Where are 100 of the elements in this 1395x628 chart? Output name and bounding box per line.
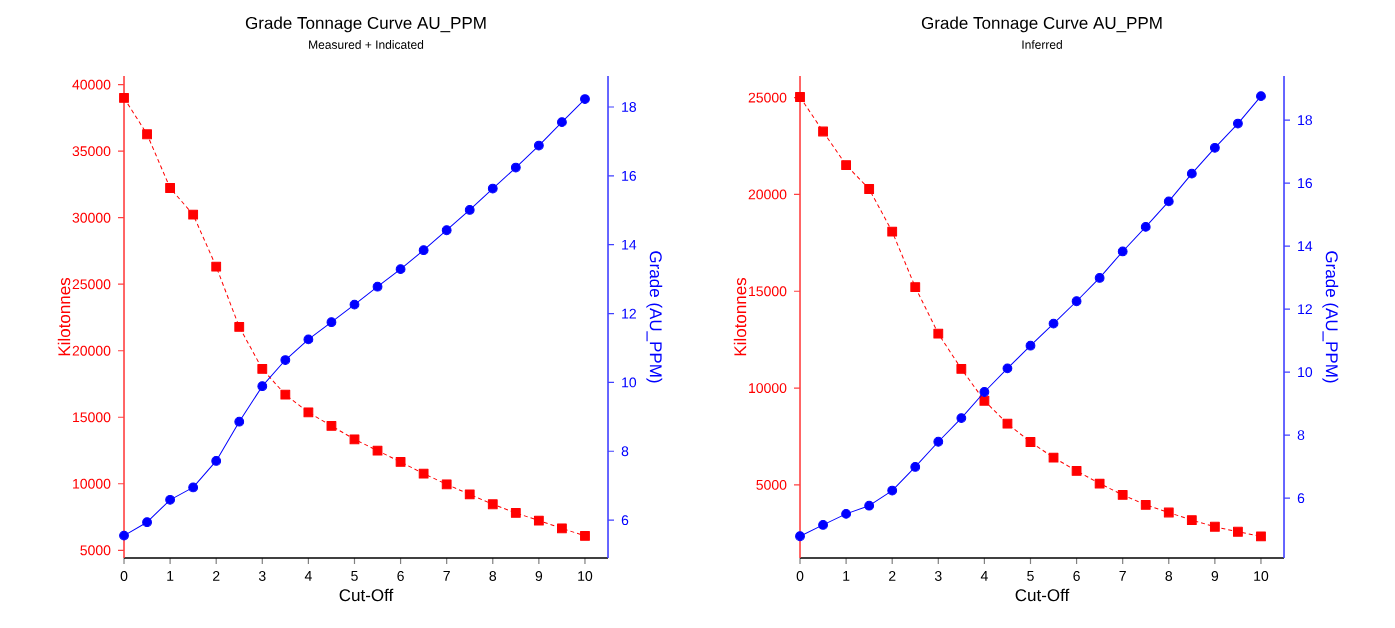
- point: [257, 364, 268, 374]
- point: [1209, 521, 1220, 532]
- point: [395, 264, 406, 275]
- y-axis-title: Kilotonnes: [733, 277, 747, 356]
- point: [510, 162, 521, 173]
- y-tick-label: 10000: [73, 478, 111, 489]
- point: [864, 500, 875, 511]
- point: [487, 183, 498, 194]
- y-tick-label: 15000: [73, 412, 111, 423]
- point: [795, 531, 805, 542]
- point: [165, 183, 175, 193]
- point: [303, 407, 314, 418]
- y2-tick-label: 8: [621, 446, 629, 457]
- y2-tick-label: 18: [1298, 115, 1313, 126]
- point: [211, 261, 222, 272]
- point: [119, 530, 129, 541]
- point: [1186, 168, 1197, 179]
- point: [188, 209, 199, 220]
- x-tick-label: 2: [889, 571, 896, 581]
- point: [1048, 318, 1059, 329]
- y-tick-label: 35000: [72, 146, 111, 157]
- point: [910, 282, 921, 292]
- point: [580, 531, 590, 541]
- point: [864, 184, 875, 194]
- x-tick-label: 10: [1254, 571, 1269, 581]
- point: [841, 508, 852, 519]
- y-tick-label: 5000: [80, 545, 111, 556]
- y2-tick-label: 12: [622, 308, 636, 319]
- y2-tick-label: 18: [622, 102, 637, 112]
- point: [887, 226, 898, 237]
- y-axis-title: Kilotonnes: [57, 277, 71, 356]
- point: [280, 389, 291, 400]
- chart-subtitle: Measured + Indicated: [309, 40, 424, 49]
- point: [349, 299, 360, 310]
- point: [1025, 340, 1036, 351]
- chart-title: Grade Tonnage Curve AU_PPM: [245, 16, 486, 33]
- point: [979, 395, 990, 406]
- point: [418, 468, 429, 479]
- point: [395, 457, 406, 467]
- x-tick-label: 3: [934, 571, 942, 581]
- y2-tick-label: 12: [1298, 304, 1312, 315]
- x-tick-label: 8: [489, 571, 497, 581]
- point: [1002, 418, 1013, 429]
- y2-tick-label: 6: [1297, 493, 1305, 504]
- point: [1256, 91, 1266, 102]
- y2-tick-label: 10: [622, 377, 637, 388]
- x-tick-label: 9: [535, 571, 543, 581]
- y-tick-label: 5000: [756, 479, 787, 490]
- point: [956, 413, 967, 424]
- point: [1094, 478, 1105, 489]
- y2-tick-label: 14: [622, 239, 637, 250]
- point: [933, 328, 944, 339]
- point: [1048, 452, 1059, 463]
- point: [280, 355, 291, 365]
- y2-axis-title: Grade (AU_PPM): [1322, 251, 1339, 383]
- point: [211, 456, 222, 466]
- point: [1233, 526, 1243, 537]
- point: [188, 482, 199, 493]
- x-tick-label: 1: [167, 571, 174, 581]
- point: [1002, 363, 1013, 374]
- point: [533, 515, 544, 526]
- point: [1025, 437, 1036, 447]
- point: [1117, 489, 1128, 500]
- x-tick-label: 7: [443, 571, 450, 581]
- point: [887, 485, 898, 496]
- point: [142, 129, 152, 140]
- point: [326, 317, 337, 328]
- point: [372, 281, 383, 292]
- point: [557, 117, 567, 128]
- point: [1163, 507, 1174, 518]
- point: [165, 494, 175, 505]
- x-tick-label: 5: [1027, 571, 1034, 581]
- point: [234, 322, 245, 332]
- point: [303, 334, 314, 345]
- point: [234, 416, 245, 427]
- x-tick-label: 0: [796, 571, 804, 581]
- chart-subtitle: Inferred: [1022, 40, 1062, 49]
- x-tick-label: 6: [1073, 571, 1080, 581]
- point: [1256, 531, 1266, 542]
- y2-tick-label: 6: [621, 515, 629, 526]
- x-tick-label: 8: [1165, 571, 1173, 581]
- point: [841, 160, 852, 170]
- point: [372, 445, 383, 456]
- point: [533, 140, 544, 151]
- point: [1209, 142, 1220, 153]
- y2-tick-label: 16: [622, 170, 637, 181]
- point: [956, 364, 967, 374]
- y-tick-label: 40000: [72, 79, 111, 90]
- x-tick-label: 4: [304, 571, 312, 581]
- point: [1186, 515, 1197, 526]
- point: [979, 387, 990, 397]
- point: [464, 489, 475, 500]
- point: [441, 225, 452, 236]
- y2-axis-title: Grade (AU_PPM): [646, 251, 663, 383]
- y-tick-label: 20000: [748, 189, 787, 200]
- x-tick-label: 1: [843, 571, 850, 581]
- x-tick-label: 6: [397, 571, 404, 581]
- point: [1117, 246, 1128, 257]
- point: [1140, 499, 1151, 510]
- y-tick-label: 30000: [72, 212, 111, 223]
